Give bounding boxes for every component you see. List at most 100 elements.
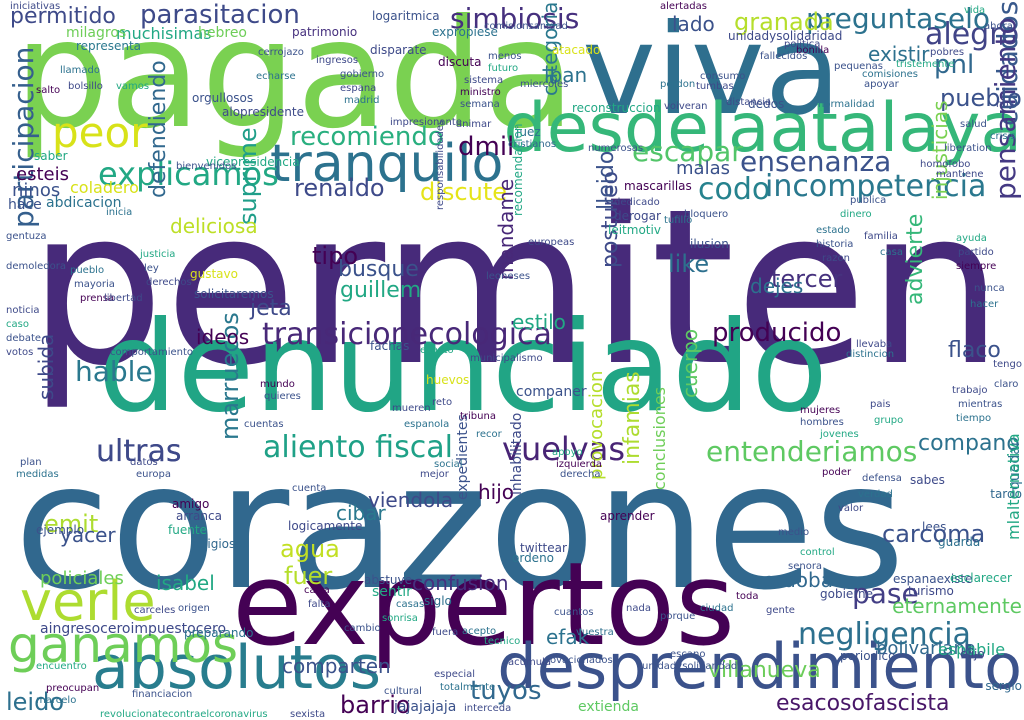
cloud-word: aingresoceroimpuestocero [40,621,227,637]
cloud-word: cristianos [508,139,557,150]
cloud-word: expedientes [455,414,471,500]
cloud-word: tuyos [470,676,542,706]
cloud-word: debate [6,333,42,344]
cloud-word: compano [918,431,1020,456]
cloud-word: bolivariana [876,638,976,659]
cloud-word: ley [144,263,159,274]
cloud-word: milagros [66,25,127,41]
cloud-word: crisis [990,131,1016,142]
cloud-word: incompetencia [765,169,987,204]
cloud-word: discuta [438,55,482,69]
cloud-word: entenderiamos [706,435,918,468]
cloud-word: malas [676,158,730,179]
cloud-word: poder [822,467,852,478]
cloud-word: twittear [520,541,567,555]
cloud-word: corazones [14,426,906,629]
cloud-word: siglo [424,594,452,608]
cloud-word: ninos [12,180,61,201]
cloud-word: europa [136,469,171,480]
cloud-word: renaldo [294,174,385,202]
cloud-word: denunciado [98,295,828,440]
cloud-word: lado [672,12,715,36]
cloud-word: carcoma [882,520,986,548]
cloud-word: iban [544,63,588,87]
cloud-word: aliento fiscal [263,430,453,465]
cloud-word: sabes [910,473,945,487]
cloud-word: ministro [460,87,501,98]
cloud-word: lees [922,520,947,534]
cloud-word: tecnico [484,636,521,647]
cloud-word: carta [304,585,330,596]
cloud-word: vamos [116,81,150,92]
cloud-word: esteis [16,164,69,185]
cloud-word: ejemplo [36,523,85,537]
cloud-word: bienvenidos [176,161,237,172]
cloud-word: tiempo [956,413,992,424]
cloud-word: alegro [925,17,1020,52]
cloud-word: tranquilo [270,134,504,194]
cloud-word: esclarecer [950,571,1012,585]
cloud-word: tribuna [460,411,496,422]
cloud-word: jovenes [820,429,859,440]
cloud-word: sistema [464,75,504,86]
cloud-word: politica [784,39,821,50]
cloud-word: comportamiento [110,347,194,358]
cloud-word: hijo [478,480,515,504]
cloud-word: ahora [984,21,1013,32]
cloud-word: cambio [344,623,381,634]
cloud-word: familia [864,231,898,242]
cloud-word: demoledora [6,261,66,272]
cloud-word: ciudad [700,603,734,614]
cloud-word: arranca [176,509,222,523]
cloud-word: guarda [938,535,981,549]
cloud-word: verdad [858,489,893,500]
cloud-word: hable [75,355,153,388]
cloud-word: esacosofascista [776,691,950,716]
cloud-word: gente [766,605,795,616]
cloud-word: inhabilitado [509,412,525,495]
cloud-word: pagada [14,0,576,162]
cloud-word: orgullosos [192,91,254,105]
cloud-word: casas [396,599,425,610]
cloud-word: simbiosis [450,2,580,35]
cloud-word: ultras [96,434,182,469]
cloud-word: unidadysolidaridad [728,29,843,43]
cloud-word: trabajo [952,385,988,396]
cloud-word: cuentas [244,419,284,430]
cloud-word: escano [670,649,706,660]
cloud-word: flaco [948,338,1001,363]
cloud-word: mantiene [936,169,984,180]
cloud-word: casa [880,247,903,258]
cloud-word: control [800,547,835,558]
cloud-word: encuentro [36,661,87,672]
cloud-word: conclusiones [650,387,669,490]
cloud-word: juez [516,125,541,139]
cloud-word: cuerpo [678,328,702,398]
cloud-word: gentuza [6,231,47,242]
cloud-word: financiacion [132,689,193,700]
cloud-word: apoyar [864,79,899,90]
cloud-word: votos [6,347,34,358]
cloud-word: suprime [234,127,262,225]
cloud-word: menos [488,51,522,62]
cloud-word: origen [178,603,210,614]
cloud-word: medidas [16,469,59,480]
cloud-word: ingresos [316,55,359,66]
cloud-word: recomiendo [290,122,444,152]
cloud-word: toda [736,591,759,602]
cloud-word: tufillo [664,215,693,226]
cloud-word: dejes [750,274,804,298]
cloud-word: bonilla [796,45,830,56]
cloud-word: mascarillas [624,179,692,193]
cloud-word: policiales [40,568,124,589]
cloud-word: quieres [264,391,301,402]
cloud-word: acumula [508,657,551,668]
cloud-word: reto [432,397,453,408]
cloud-word: agua [280,535,340,563]
cloud-word: revolucionatecontraelcoronavirus [100,709,268,720]
cloud-word: efak [546,625,590,649]
cloud-word: religiosos [192,537,249,551]
cloud-word: hombres [800,417,844,428]
cloud-word: madrid [344,95,380,106]
